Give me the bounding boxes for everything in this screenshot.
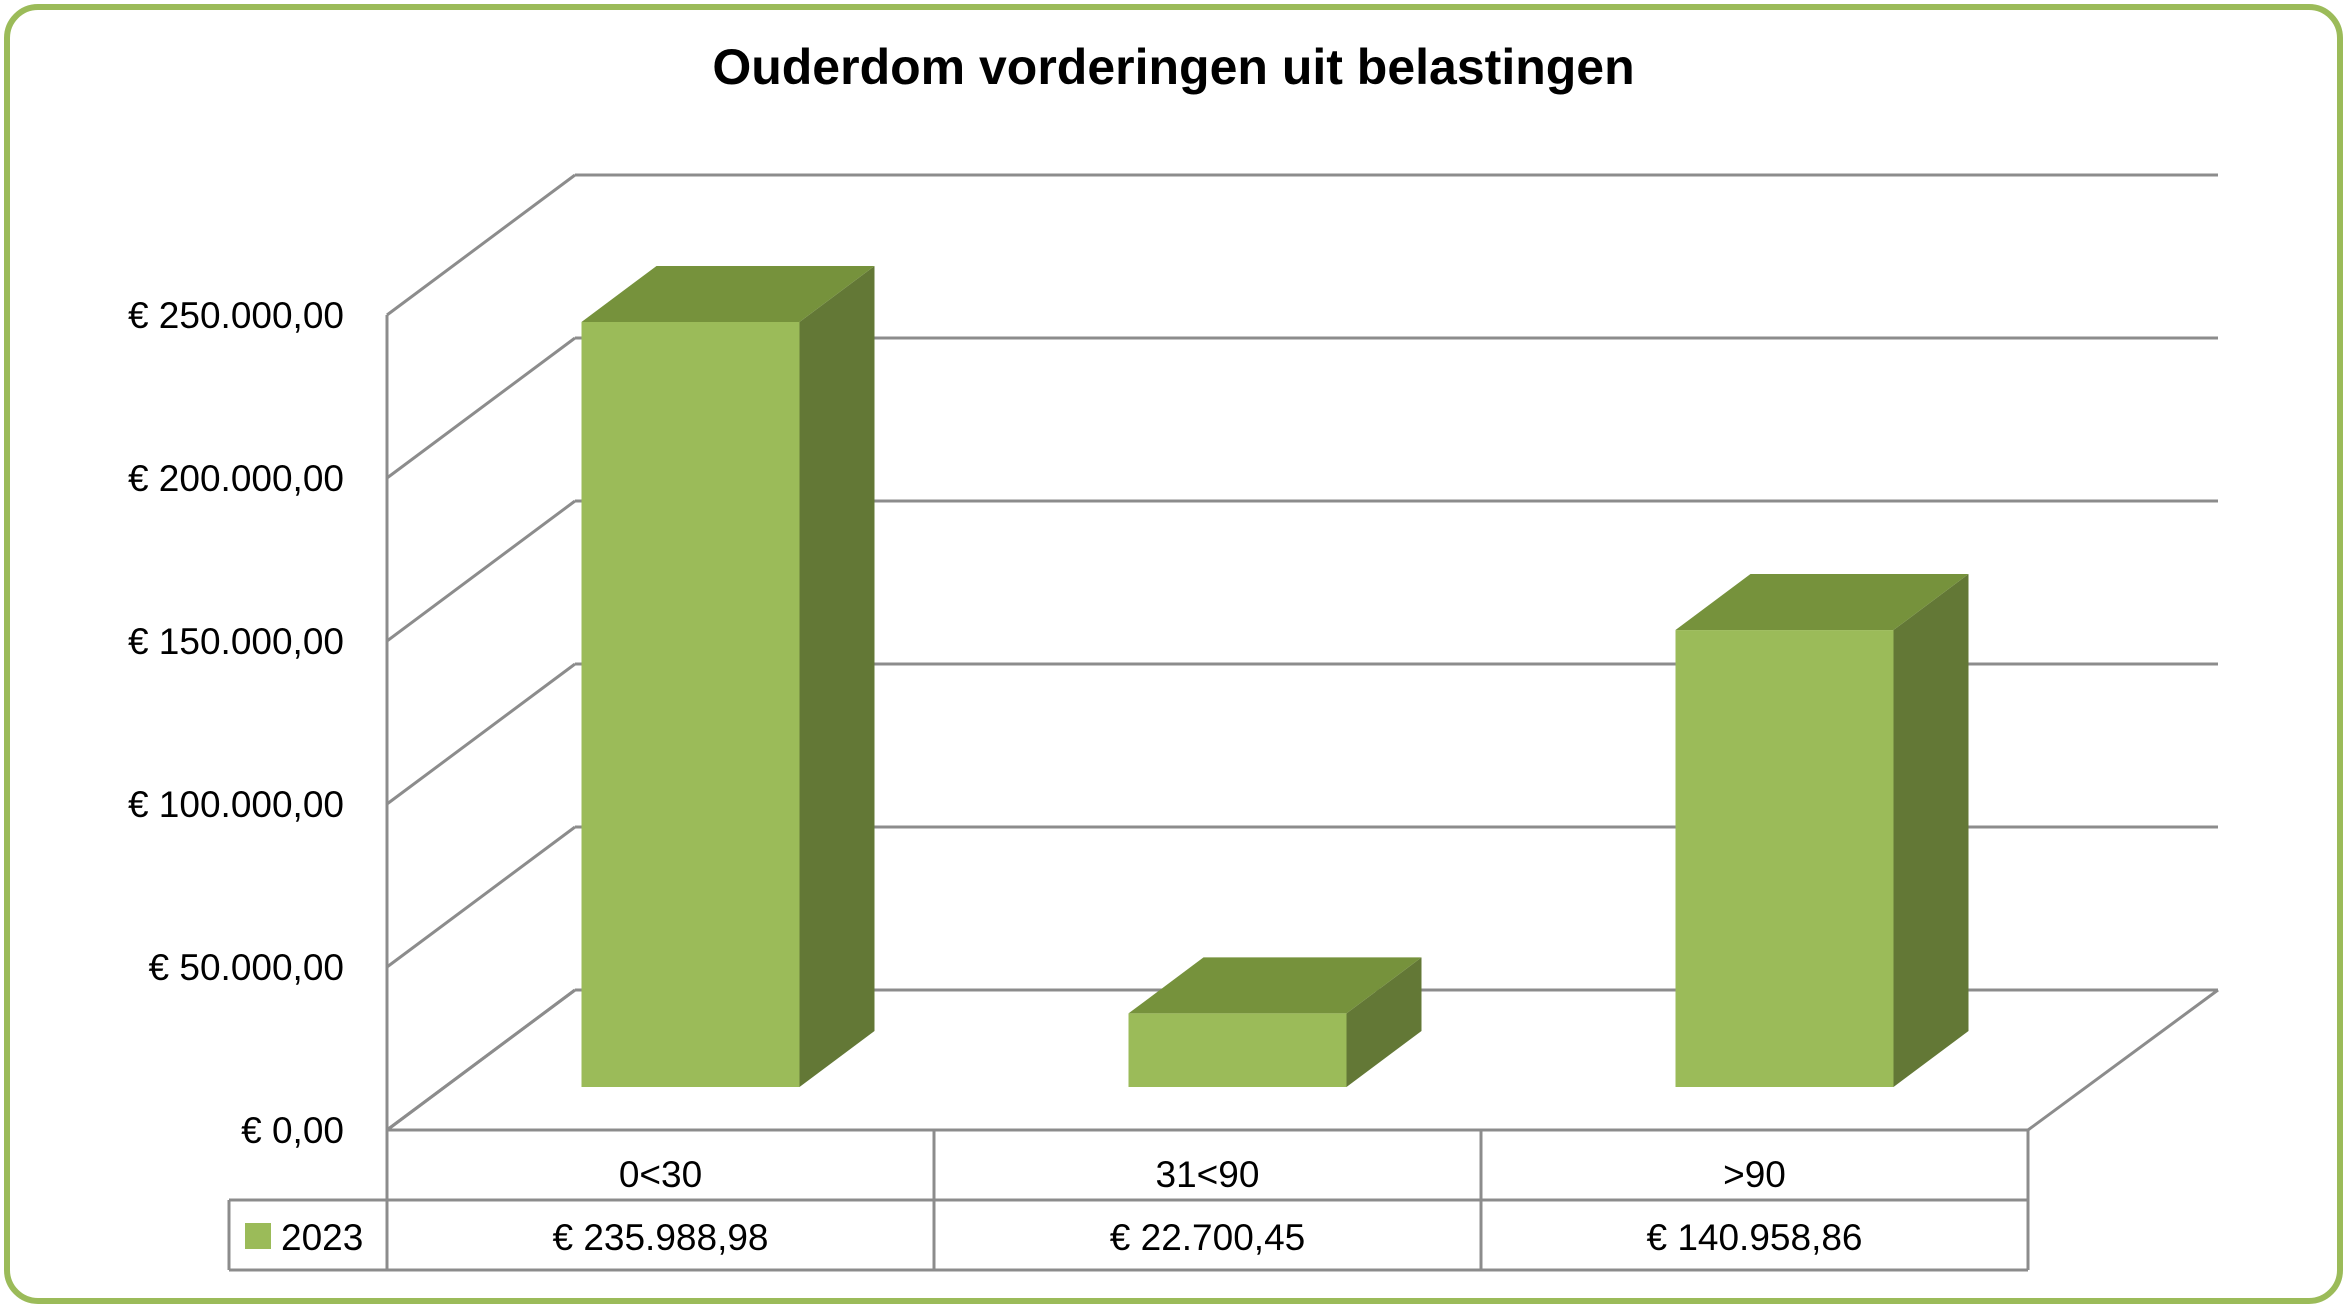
y-tick-label: € 100.000,00 — [128, 784, 344, 825]
floor-right-edge — [2027, 988, 2219, 1132]
gridline-side — [386, 499, 576, 643]
gridline-side — [386, 173, 576, 317]
y-tick-label: € 250.000,00 — [128, 295, 344, 336]
data-value-label: € 22.700,45 — [1110, 1217, 1305, 1258]
y-tick-label: € 200.000,00 — [128, 458, 344, 499]
legend-swatch — [245, 1223, 271, 1249]
x-category-label: 0<30 — [619, 1154, 702, 1195]
bar-side-face — [799, 266, 875, 1087]
bar-front-face — [1128, 1013, 1347, 1087]
x-category-label: >90 — [1723, 1154, 1786, 1195]
legend-series-name: 2023 — [281, 1217, 363, 1258]
gridline-side — [386, 825, 576, 969]
bars — [581, 266, 1969, 1087]
bar-top-face — [1675, 574, 1969, 631]
bar-2 — [1128, 957, 1422, 1087]
gridline-side — [386, 336, 576, 480]
bar-top-face — [581, 266, 875, 322]
gridline-side — [386, 662, 576, 806]
bar-side-face — [1893, 574, 1969, 1087]
bar-front-face — [1675, 630, 1894, 1087]
y-axis-tick-labels: € 0,00 € 50.000,00 € 100.000,00 € 150.000,0… — [128, 295, 344, 1151]
bar-top-face — [1128, 957, 1422, 1014]
gridline-side — [386, 988, 576, 1132]
data-table: 0<30 € 235.988,98 31<90 € 22.700,45 >90 € 140… — [227, 1130, 2030, 1272]
x-category-label: 31<90 — [1156, 1154, 1260, 1195]
chart-title: Ouderdom vorderingen uit belastingen — [712, 39, 1635, 95]
data-value-label: € 235.988,98 — [552, 1217, 768, 1258]
y-tick-label: € 0,00 — [241, 1110, 344, 1151]
bar-3 — [1675, 574, 1969, 1087]
bar-front-face — [581, 322, 800, 1087]
y-tick-label: € 50.000,00 — [149, 947, 344, 988]
bar-1 — [581, 266, 875, 1087]
y-tick-label: € 150.000,00 — [128, 621, 344, 662]
bar-side-face — [1346, 957, 1422, 1087]
data-value-label: € 140.958,86 — [1646, 1217, 1862, 1258]
